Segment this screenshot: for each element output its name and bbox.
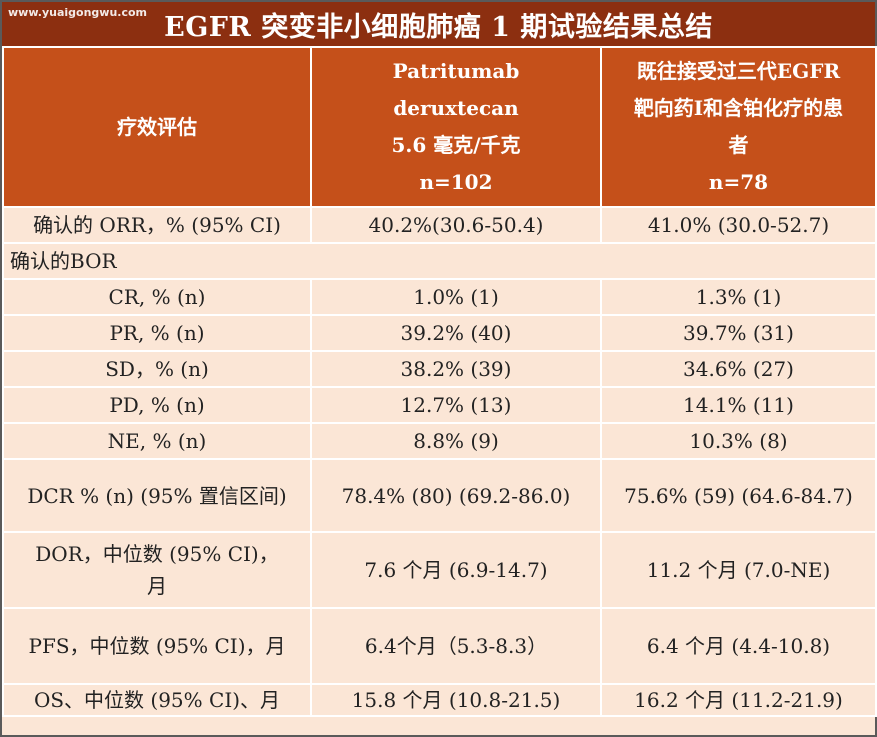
table-row-dor: DOR，中位数 (95% CI)， 月 7.6 个月 (6.9-14.7) 11… [2,531,877,609]
table-row-dcr: DCR % (n) (95% 置信区间) 78.4% (80) (69.2-86… [2,458,877,533]
header-line: n=78 [708,170,769,194]
row-value-patritumab: 1.0% (1) [310,278,602,316]
row-value-pretreated: 6.4 个月 (4.4-10.8) [600,607,877,685]
row-label: PD, % (n) [2,386,312,424]
header-line: 靶向药I和含铂化疗的患 [633,96,844,120]
row-value-patritumab: 12.7% (13) [310,386,602,424]
row-value-patritumab: 39.2% (40) [310,314,602,352]
row-value-patritumab: 7.6 个月 (6.9-14.7) [310,531,602,609]
row-label-line: 月 [147,574,167,598]
row-value-patritumab: 40.2%(30.6-50.4) [310,206,602,244]
row-label: OS、中位数 (95% CI)、月 [2,683,312,717]
row-label: SD，% (n) [2,350,312,388]
header-line: 既往接受过三代EGFR [636,59,841,83]
row-label: PFS，中位数 (95% CI)，月 [2,607,312,685]
table-row-sd: SD，% (n) 38.2% (39) 34.6% (27) [2,350,877,388]
row-label: CR, % (n) [2,278,312,316]
row-value-pretreated: 39.7% (31) [600,314,877,352]
table-row-ne: NE, % (n) 8.8% (9) 10.3% (8) [2,422,877,460]
row-value-pretreated: 34.6% (27) [600,350,877,388]
row-label: NE, % (n) [2,422,312,460]
row-value-pretreated: 75.6% (59) (64.6-84.7) [600,458,877,533]
table-row-pr: PR, % (n) 39.2% (40) 39.7% (31) [2,314,877,352]
table-row-bor-section: 确认的BOR [2,242,877,280]
row-label-line: DOR，中位数 (95% CI)， [35,542,279,566]
section-label: 确认的BOR [2,242,877,280]
results-table: 疗效评估 Patritumab deruxtecan 5.6 毫克/千克 n=1… [2,46,877,717]
header-line: Patritumab [392,59,520,83]
row-value-patritumab: 78.4% (80) (69.2-86.0) [310,458,602,533]
header-line: deruxtecan [393,96,519,120]
row-label: DOR，中位数 (95% CI)， 月 [2,531,312,609]
header-line: n=102 [419,170,493,194]
table-row-orr: 确认的 ORR，% (95% CI) 40.2%(30.6-50.4) 41.0… [2,206,877,244]
row-value-patritumab: 8.8% (9) [310,422,602,460]
table-row-cr: CR, % (n) 1.0% (1) 1.3% (1) [2,278,877,316]
row-value-pretreated: 10.3% (8) [600,422,877,460]
header-efficacy-assessment: 疗效评估 [2,46,312,208]
row-value-pretreated: 41.0% (30.0-52.7) [600,206,877,244]
row-label: PR, % (n) [2,314,312,352]
header-pretreated-cohort: 既往接受过三代EGFR 靶向药I和含铂化疗的患 者 n=78 [600,46,877,208]
row-label: 确认的 ORR，% (95% CI) [2,206,312,244]
table-row-pd: PD, % (n) 12.7% (13) 14.1% (11) [2,386,877,424]
table-row-os: OS、中位数 (95% CI)、月 15.8 个月 (10.8-21.5) 16… [2,683,877,717]
watermark: www.yuaigongwu.com [8,6,148,19]
header-row: 疗效评估 Patritumab deruxtecan 5.6 毫克/千克 n=1… [2,46,877,208]
row-value-patritumab: 6.4个月（5.3-8.3） [310,607,602,685]
header-line: 者 [728,133,749,157]
row-value-pretreated: 16.2 个月 (11.2-21.9) [600,683,877,717]
header-line: 5.6 毫克/千克 [391,133,521,157]
row-value-patritumab: 38.2% (39) [310,350,602,388]
row-value-patritumab: 15.8 个月 (10.8-21.5) [310,683,602,717]
table-title: EGFR 突变非小细胞肺癌 1 期试验结果总结 [2,2,875,46]
row-value-pretreated: 11.2 个月 (7.0-NE) [600,531,877,609]
row-value-pretreated: 14.1% (11) [600,386,877,424]
row-label: DCR % (n) (95% 置信区间) [2,458,312,533]
header-patritumab-cohort: Patritumab deruxtecan 5.6 毫克/千克 n=102 [310,46,602,208]
table-row-pfs: PFS，中位数 (95% CI)，月 6.4个月（5.3-8.3） 6.4 个月… [2,607,877,685]
row-value-pretreated: 1.3% (1) [600,278,877,316]
